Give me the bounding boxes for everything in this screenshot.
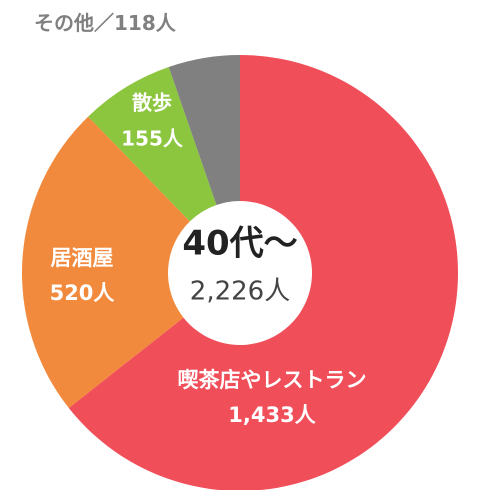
label-separator: ／ (94, 11, 114, 35)
segment-value-label: 118人 (114, 11, 177, 35)
segment-label: その他 (34, 11, 94, 35)
donut-segment (168, 55, 240, 205)
segment-value-label: 1,433人 (228, 403, 315, 427)
segment-value-label: 155人 (121, 127, 184, 151)
segment-label: 散歩 (132, 91, 172, 115)
donut-segment (68, 55, 459, 492)
donut-segment (22, 116, 190, 408)
center-subtitle: 2,226人 (190, 277, 290, 307)
center-title: 40代〜 (182, 224, 297, 264)
donut-segment (88, 66, 217, 222)
segment-label: 喫茶店やレストラン (178, 368, 367, 392)
outside-label: その他／118人 (34, 11, 177, 35)
segment-label: 居酒屋 (51, 246, 114, 270)
segment-value-label: 520人 (50, 281, 115, 305)
